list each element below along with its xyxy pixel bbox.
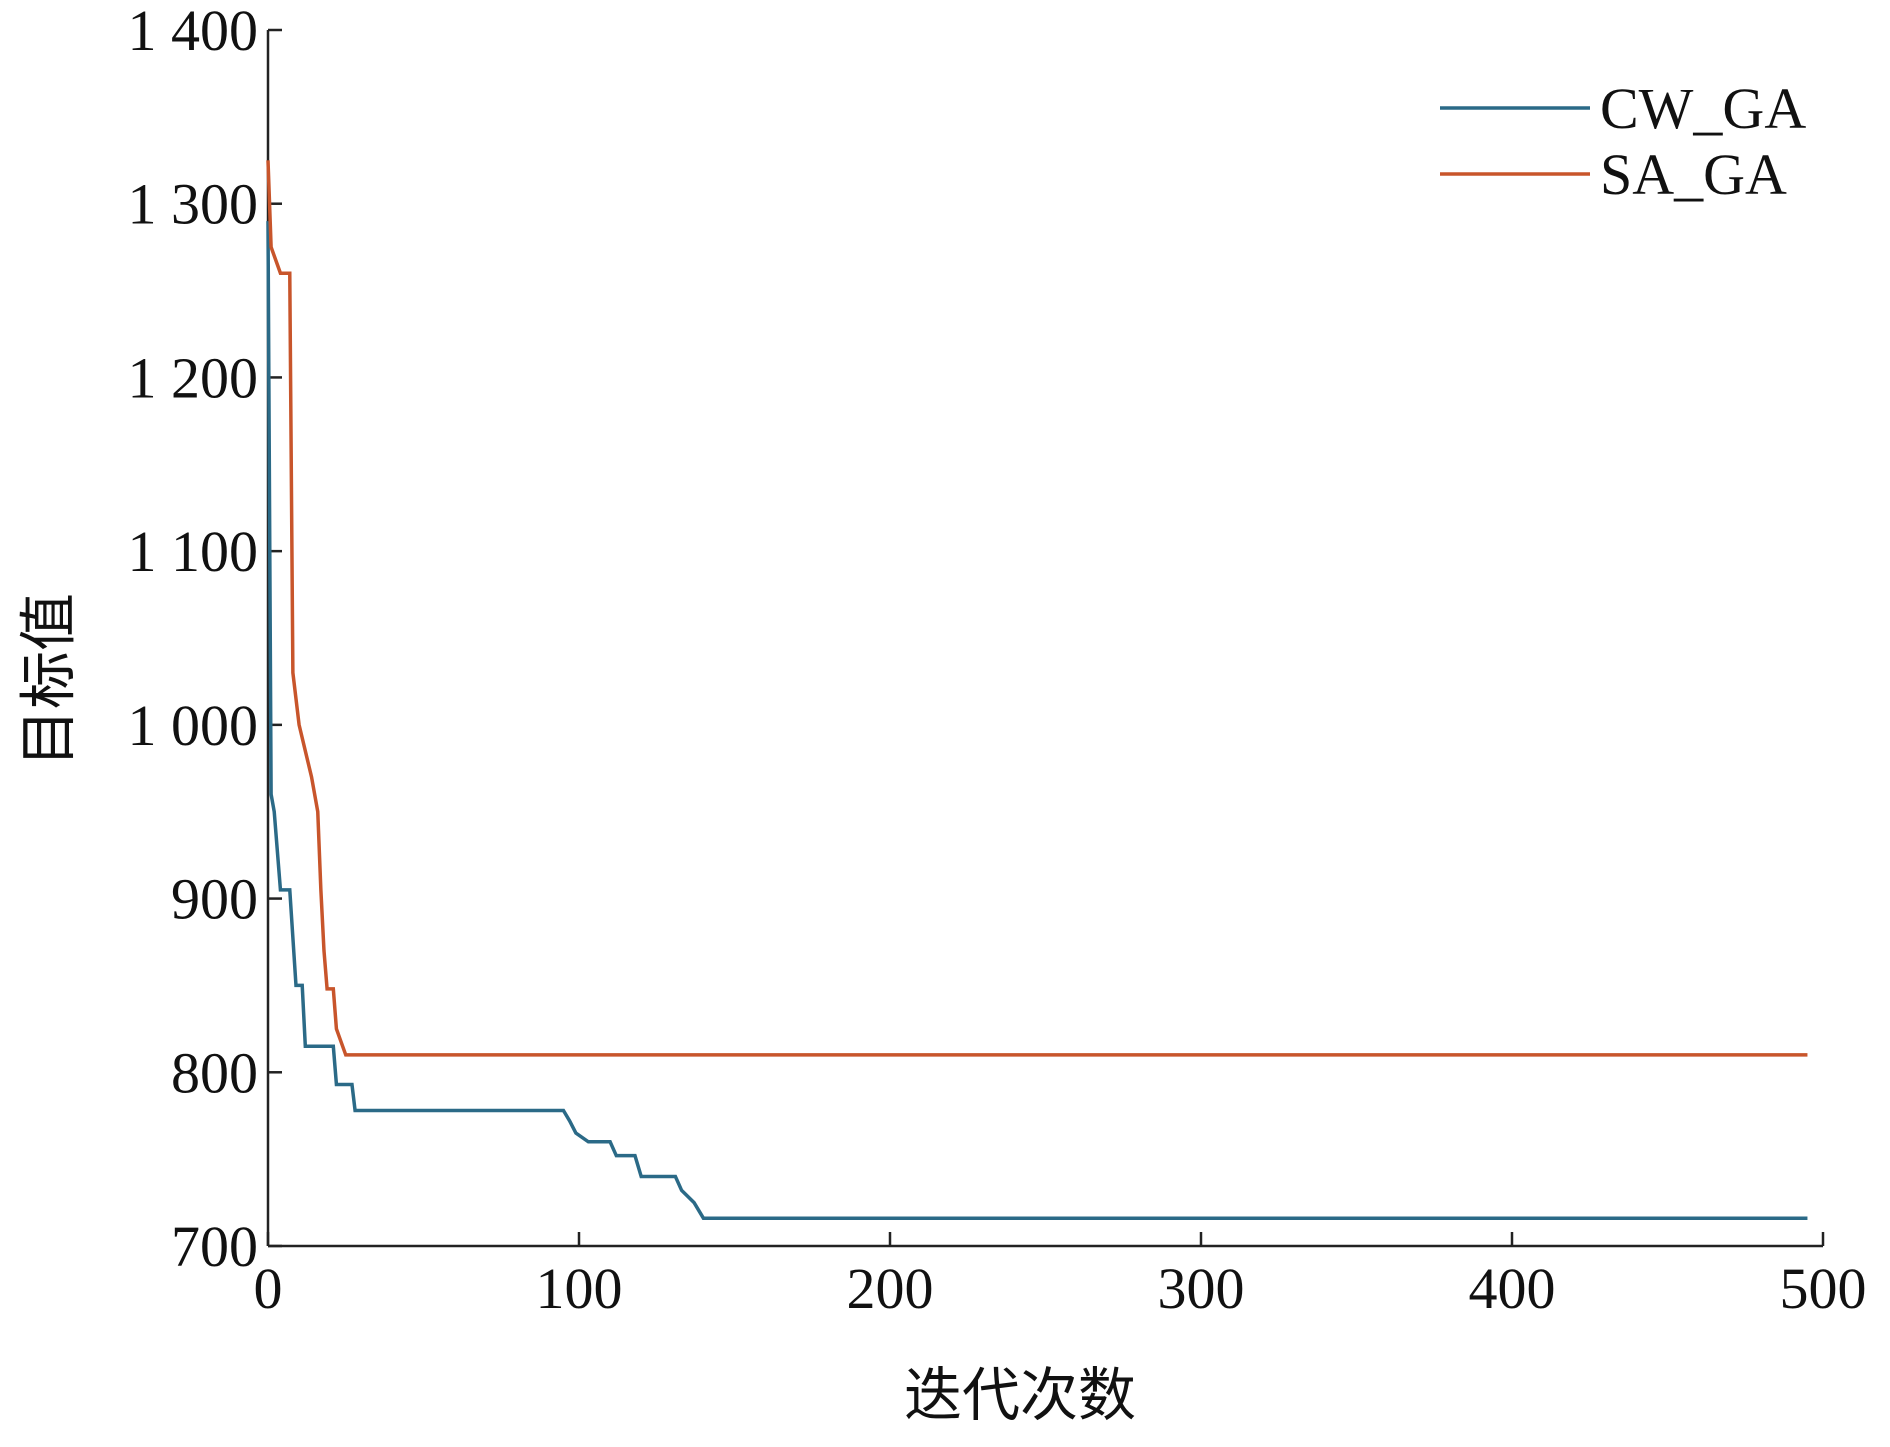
legend-label: CW_GA [1600, 76, 1806, 141]
x-tick-label: 500 [1780, 1256, 1867, 1321]
y-tick-label: 900 [171, 867, 258, 932]
x-tick-label: 400 [1469, 1256, 1556, 1321]
x-axis-label: 迭代次数 [904, 1363, 1136, 1428]
x-tick-label: 200 [847, 1256, 934, 1321]
x-tick-label: 100 [536, 1256, 623, 1321]
y-axis-label: 目标值 [16, 593, 81, 767]
line [266, 160, 1808, 1057]
y-tick-label: 1 000 [128, 693, 259, 758]
y-tick-label: 1 400 [128, 0, 259, 63]
y-tick-label: 800 [171, 1040, 258, 1105]
y-tick-label: 1 100 [128, 519, 259, 584]
x-tick-label: 0 [254, 1256, 283, 1321]
line [266, 221, 1808, 1220]
legend-label: SA_GA [1600, 142, 1787, 207]
x-tick-label: 300 [1158, 1256, 1245, 1321]
y-tick-label: 700 [171, 1214, 258, 1279]
y-tick-label: 1 200 [128, 345, 259, 410]
y-tick-label: 1 300 [128, 172, 259, 237]
